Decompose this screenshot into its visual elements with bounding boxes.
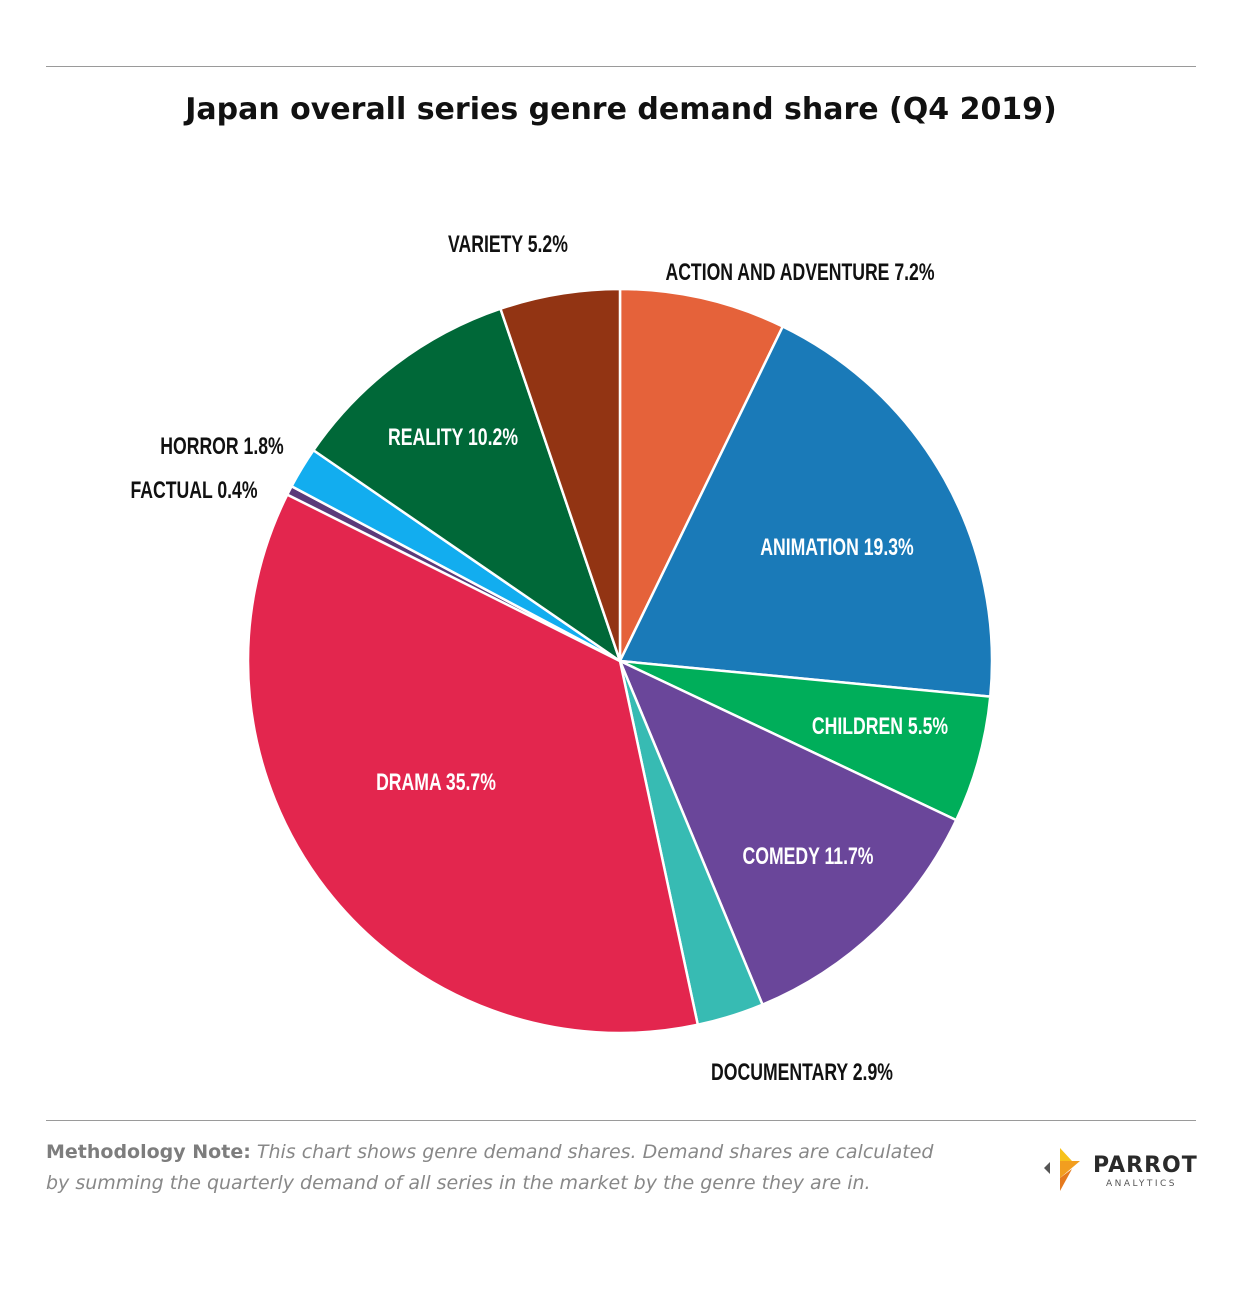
methodology-note-lead: Methodology Note: — [46, 1141, 251, 1163]
slice-label-variety: VARIETY 5.2% — [448, 232, 568, 258]
chart-title: Japan overall series genre demand share … — [185, 92, 1057, 127]
pie-chart: ACTION AND ADVENTURE 7.2% ANIMATION 19.3%… — [130, 232, 994, 1086]
bottom-divider — [46, 1120, 1196, 1121]
top-divider — [46, 66, 1196, 67]
slice-label-comedy: COMEDY 11.7% — [743, 844, 874, 870]
logo-subtitle: ANALYTICS — [1106, 1179, 1178, 1189]
slice-label-drama: DRAMA 35.7% — [376, 770, 496, 796]
slice-label-horror: HORROR 1.8% — [160, 434, 284, 460]
slice-label-documentary: DOCUMENTARY 2.9% — [711, 1060, 893, 1086]
slice-reality — [312, 307, 622, 663]
parrot-analytics-logo: PARROT ANALYTICS — [1040, 1145, 1200, 1195]
logo-wordmark: PARROT — [1093, 1153, 1198, 1178]
slice-action-and-adventure — [618, 287, 785, 663]
slice-drama — [246, 493, 700, 1035]
slice-animation — [618, 325, 994, 698]
slice-comedy — [618, 659, 958, 1006]
slice-variety — [499, 287, 622, 663]
methodology-note: Methodology Note: This chart shows genre… — [46, 1137, 946, 1199]
slice-label-action-and-adventure: ACTION AND ADVENTURE 7.2% — [665, 260, 934, 286]
slice-children — [618, 659, 992, 822]
parrot-logo-icon — [1044, 1148, 1080, 1191]
slice-label-factual: FACTUAL 0.4% — [130, 478, 257, 504]
slice-label-reality: REALITY 10.2% — [388, 425, 518, 451]
slice-label-animation: ANIMATION 19.3% — [760, 535, 914, 561]
methodology-note-body: This chart shows genre demand shares. De… — [46, 1141, 934, 1194]
slice-label-children: CHILDREN 5.5% — [812, 714, 948, 740]
